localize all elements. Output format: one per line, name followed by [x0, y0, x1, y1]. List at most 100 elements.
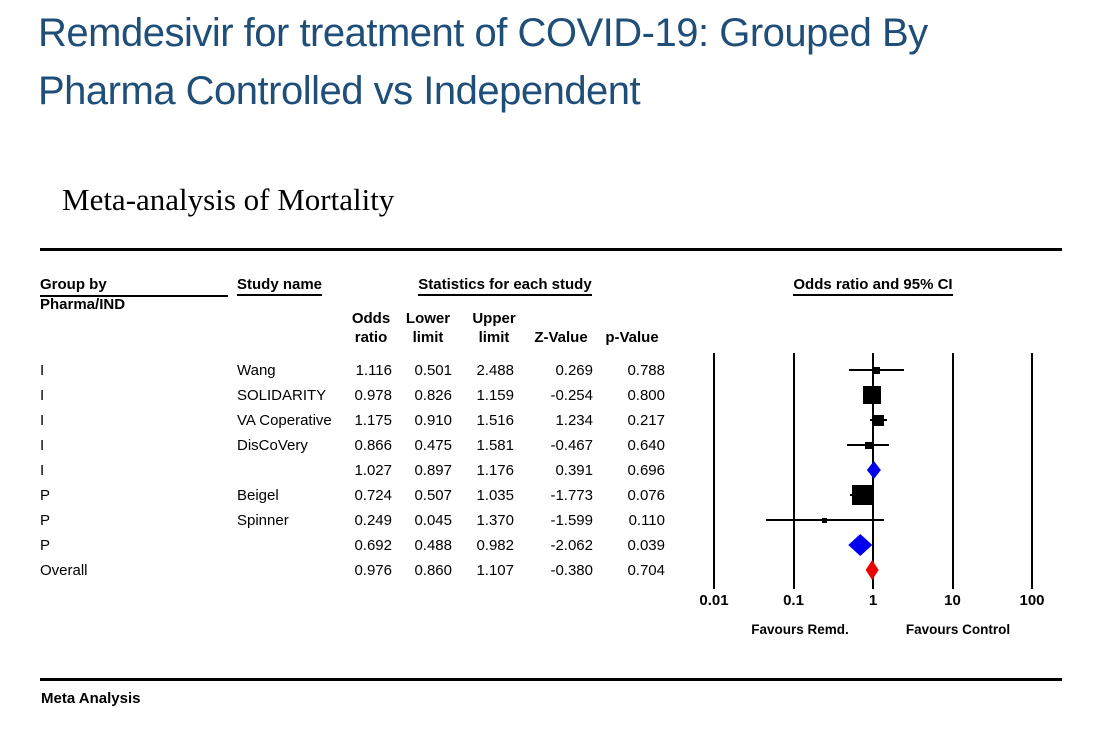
- table-cell-upper: 1.159: [476, 387, 514, 404]
- study-name-header: Study name: [237, 276, 323, 296]
- plot-gridline: [1031, 353, 1033, 589]
- table-cell-lower: 0.488: [414, 537, 452, 554]
- table-cell-z: -2.062: [550, 537, 593, 554]
- table-row: I DisCoVery 0.866 0.475 1.581 -0.467 0.640: [0, 433, 700, 458]
- bottom-rule: [40, 678, 1062, 681]
- top-rule: [40, 248, 1062, 251]
- stats-header: Statistics for each study: [395, 276, 615, 296]
- report-title: Remdesivir for treatment of COVID-19: Gr…: [38, 4, 1058, 120]
- table-cell-odds: 0.976: [354, 562, 392, 579]
- plot-header: Odds ratio and 95% CI: [773, 276, 973, 296]
- table-row: I SOLIDARITY 0.978 0.826 1.159 -0.254 0.800: [0, 383, 700, 408]
- table-row: I VA Coperative 1.175 0.910 1.516 1.234 0.217: [0, 408, 700, 433]
- plot-gridline: [951, 353, 954, 589]
- table-cell-p: 0.076: [627, 487, 665, 504]
- table-cell-upper: 1.516: [476, 412, 514, 429]
- stat-subheader-line2: ratio: [354, 329, 388, 346]
- table-cell-z: -0.254: [550, 387, 593, 404]
- table-cell-z: 0.269: [555, 362, 593, 379]
- table-cell-lower: 0.860: [414, 562, 452, 579]
- table-cell-p: 0.640: [627, 437, 665, 454]
- axis-tick-label: 0.1: [783, 592, 804, 609]
- table-cell-odds: 1.175: [354, 412, 392, 429]
- table-cell-odds: 0.978: [354, 387, 392, 404]
- group-by-header-line2: Pharma/IND: [40, 296, 126, 313]
- stat-subheader-line2: limit: [412, 329, 444, 346]
- table-cell-study: SOLIDARITY: [237, 387, 327, 404]
- favours-right-label: Favours Control: [905, 622, 1011, 637]
- table-cell-upper: 2.488: [476, 362, 514, 379]
- summary-marker-diamond: [866, 461, 881, 479]
- stat-subheader-line2: limit: [478, 329, 510, 346]
- table-cell-z: 1.234: [555, 412, 593, 429]
- table-cell-z: 0.391: [555, 462, 593, 479]
- table-row: P 0.692 0.488 0.982 -2.062 0.039: [0, 533, 700, 558]
- table-cell-upper: 1.370: [476, 512, 514, 529]
- table-row: I Wang 1.116 0.501 2.488 0.269 0.788: [0, 358, 700, 383]
- study-marker-square: [873, 414, 885, 426]
- table-cell-study: Wang: [237, 362, 276, 379]
- table-cell-p: 0.704: [627, 562, 665, 579]
- table-cell-odds: 1.116: [355, 362, 392, 379]
- table-cell-group: P: [40, 487, 51, 504]
- group-by-header: Group by: [40, 276, 107, 293]
- table-cell-z: -0.467: [550, 437, 593, 454]
- table-cell-upper: 1.176: [476, 462, 514, 479]
- axis-tick-label: 100: [1019, 592, 1045, 609]
- study-marker-square: [873, 366, 881, 374]
- study-marker-square: [864, 441, 872, 449]
- study-marker-square: [851, 485, 872, 505]
- table-row: I 1.027 0.897 1.176 0.391 0.696: [0, 458, 700, 483]
- table-cell-upper: 1.035: [476, 487, 514, 504]
- axis-tick-label: 0.01: [699, 592, 729, 609]
- plot-gridline: [713, 353, 715, 589]
- table-cell-upper: 1.107: [476, 562, 514, 579]
- stat-subheader-line1: Lower: [405, 310, 451, 327]
- table-cell-study: Beigel: [237, 487, 279, 504]
- table-cell-study: Spinner: [237, 512, 289, 529]
- table-cell-lower: 0.910: [414, 412, 452, 429]
- stat-subheader-line1: Upper: [472, 310, 516, 327]
- report-title-line2: Pharma Controlled vs Independent: [38, 69, 641, 113]
- stat-subheader-line2: Z-Value: [534, 329, 588, 346]
- summary-marker-diamond: [848, 534, 873, 556]
- table-cell-group: I: [40, 462, 45, 479]
- table-cell-lower: 0.045: [414, 512, 452, 529]
- table-cell-z: -0.380: [550, 562, 593, 579]
- table-cell-odds: 0.249: [354, 512, 392, 529]
- table-cell-group: P: [40, 512, 51, 529]
- group-by-underline: [40, 295, 228, 297]
- plot-gridline: [792, 353, 795, 589]
- table-cell-group: I: [40, 437, 45, 454]
- table-cell-group: P: [40, 537, 51, 554]
- table-cell-odds: 0.692: [354, 537, 392, 554]
- table-cell-lower: 0.501: [414, 362, 452, 379]
- table-cell-lower: 0.826: [414, 387, 452, 404]
- table-cell-lower: 0.507: [414, 487, 452, 504]
- table-cell-z: -1.773: [550, 487, 593, 504]
- study-marker-square: [822, 517, 828, 523]
- table-cell-p: 0.217: [627, 412, 665, 429]
- plot-subtitle: Meta-analysis of Mortality: [62, 182, 395, 217]
- meta-analysis-footer: Meta Analysis: [41, 690, 141, 707]
- table-cell-p: 0.788: [627, 362, 665, 379]
- table-row: P Beigel 0.724 0.507 1.035 -1.773 0.076: [0, 483, 700, 508]
- table-cell-upper: 1.581: [476, 437, 514, 454]
- table-cell-upper: 0.982: [476, 537, 514, 554]
- table-cell-p: 0.800: [627, 387, 665, 404]
- table-cell-study: DisCoVery: [237, 437, 308, 454]
- table-cell-group: I: [40, 362, 45, 379]
- table-cell-group: I: [40, 412, 45, 429]
- table-cell-lower: 0.475: [414, 437, 452, 454]
- study-marker-square: [863, 386, 882, 404]
- favours-left-label: Favours Remd.: [751, 622, 849, 637]
- table-cell-p: 0.110: [628, 512, 665, 529]
- axis-tick-label: 1: [868, 592, 878, 609]
- table-cell-odds: 0.724: [354, 487, 392, 504]
- table-cell-odds: 1.027: [354, 462, 392, 479]
- report-title-line1: Remdesivir for treatment of COVID-19: Gr…: [38, 11, 928, 55]
- axis-tick-label: 10: [944, 592, 961, 609]
- table-row: P Spinner 0.249 0.045 1.370 -1.599 0.110: [0, 508, 700, 533]
- table-cell-lower: 0.897: [414, 462, 452, 479]
